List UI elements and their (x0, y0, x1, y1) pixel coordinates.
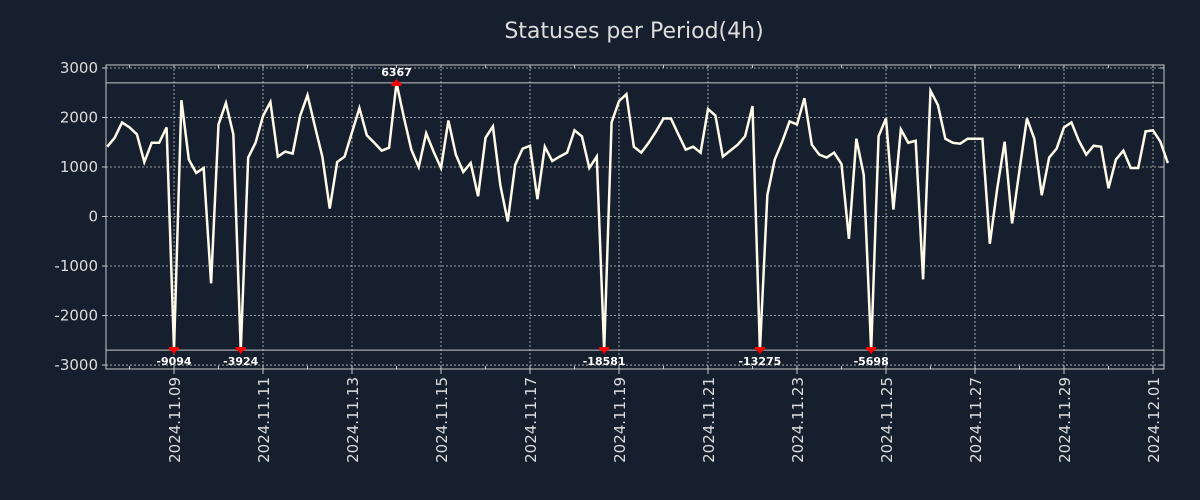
chart-title: Statuses per Period(4h) (504, 19, 763, 44)
x-tick-label: 2024.11.21 (700, 377, 718, 463)
y-tick-label: -2000 (54, 307, 98, 325)
min-marker-base (599, 347, 610, 351)
min-marker-base (754, 347, 765, 351)
x-tick-label: 2024.11.13 (344, 377, 362, 463)
axes: 3000 2000 1000 0 -1000 -2000 -3000 2024.11.09 20… (54, 59, 1165, 463)
y-tick-label: 0 (88, 208, 98, 226)
x-tick-label: 2024.11.29 (1056, 377, 1074, 463)
x-tick-label: 2024.11.11 (255, 377, 273, 463)
min-annotation: -13275 (738, 355, 781, 368)
x-tick-label: 2024.12.01 (1145, 377, 1163, 463)
max-marker-base (391, 82, 402, 86)
x-tick-label: 2024.11.25 (878, 377, 896, 463)
min-annotation: -5698 (854, 355, 889, 368)
min-marker-base (235, 347, 246, 351)
series (106, 82, 1170, 351)
grid (106, 65, 1164, 369)
y-tick-label: -1000 (54, 257, 98, 275)
x-tick-label: 2024.11.17 (522, 377, 540, 463)
min-annotation: -3924 (223, 355, 259, 368)
outlier-markers: -9094 -3924 6367 -18581 -13275 -5698 (156, 66, 888, 368)
x-tick-label: 2024.11.15 (433, 377, 451, 463)
min-annotation: -9094 (156, 355, 192, 368)
series-line (106, 82, 1170, 351)
x-tick-label: 2024.11.19 (611, 377, 629, 463)
x-tick-label: 2024.11.27 (967, 377, 985, 463)
y-tick-label: 2000 (60, 108, 98, 126)
x-tick-label: 2024.11.23 (789, 377, 807, 463)
max-annotation: 6367 (381, 66, 412, 79)
min-marker-base (866, 347, 877, 351)
min-marker-base (169, 347, 179, 351)
y-tick-label: 1000 (60, 158, 98, 176)
min-annotation: -18581 (583, 355, 626, 368)
y-tick-label: -3000 (54, 356, 98, 374)
y-tick-label: 3000 (60, 59, 98, 77)
x-tick-label: 2024.11.09 (166, 377, 184, 463)
